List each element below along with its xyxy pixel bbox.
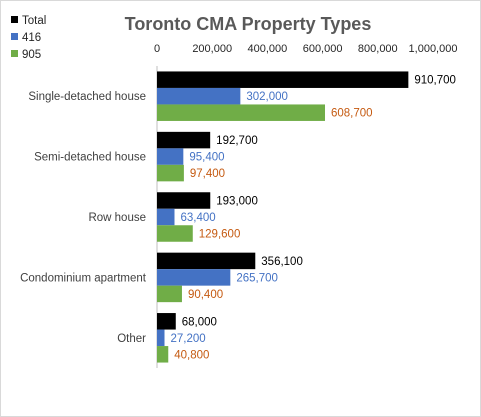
- bar-905: [157, 225, 193, 242]
- data-label-905: 608,700: [331, 108, 373, 120]
- bar-416: [157, 208, 175, 226]
- bar-total: [157, 192, 211, 209]
- legend-swatch-416: [11, 33, 18, 40]
- legend-label-416: 416: [22, 32, 41, 44]
- data-label-905: 40,800: [174, 349, 209, 361]
- data-label-total: 910,700: [414, 75, 456, 87]
- bar-416: [157, 87, 241, 105]
- data-label-416: 95,400: [189, 152, 224, 164]
- bars: [157, 71, 409, 363]
- x-tick-label: 1,000,000: [409, 43, 458, 55]
- data-label-total: 192,700: [216, 135, 258, 147]
- data-label-905: 129,600: [199, 229, 241, 241]
- bar-905: [157, 104, 326, 121]
- category-label: Row house: [88, 212, 146, 224]
- legend-swatch-total: [11, 16, 18, 23]
- legend: Total 416 905: [11, 15, 46, 61]
- legend-label-total: Total: [22, 15, 46, 27]
- x-tick-label: 200,000: [192, 43, 232, 55]
- bar-416: [157, 269, 231, 286]
- data-label-416: 63,400: [180, 212, 215, 224]
- legend-swatch-905: [11, 50, 18, 57]
- category-label: Single-detached house: [28, 91, 146, 103]
- data-label-total: 193,000: [216, 196, 258, 208]
- bar-905: [157, 164, 184, 182]
- data-label-905: 97,400: [190, 168, 225, 180]
- bar-416: [157, 148, 184, 165]
- bar-total: [157, 313, 176, 330]
- bar-total: [157, 71, 409, 88]
- bar-total: [157, 252, 256, 270]
- bar-905: [157, 346, 169, 363]
- x-tick-label: 0: [154, 43, 160, 55]
- data-label-total: 68,000: [182, 316, 217, 328]
- bar-416: [157, 329, 165, 347]
- x-tick-label: 400,000: [248, 43, 288, 55]
- data-label-416: 265,700: [236, 272, 278, 284]
- x-axis: 0 200,000 400,000 600,000 800,000 1,000,000: [154, 43, 458, 55]
- data-label-416: 302,000: [246, 91, 288, 103]
- category-label: Other: [117, 333, 146, 345]
- data-label-total: 356,100: [261, 256, 303, 268]
- x-tick-label: 800,000: [358, 43, 398, 55]
- legend-label-905: 905: [22, 49, 41, 61]
- category-label: Semi-detached house: [34, 152, 146, 164]
- bar-total: [157, 131, 211, 149]
- chart-title: Toronto CMA Property Types: [125, 14, 372, 34]
- data-labels: 910,700 302,000 608,700 192,700 95,400 97,400…: [171, 75, 456, 362]
- bar-905: [157, 285, 182, 303]
- data-label-905: 90,400: [188, 289, 223, 301]
- category-label: Condominium apartment: [20, 272, 147, 284]
- x-tick-label: 600,000: [303, 43, 343, 55]
- y-axis: Single-detached house Semi-detached house…: [20, 66, 158, 368]
- data-label-416: 27,200: [171, 333, 206, 345]
